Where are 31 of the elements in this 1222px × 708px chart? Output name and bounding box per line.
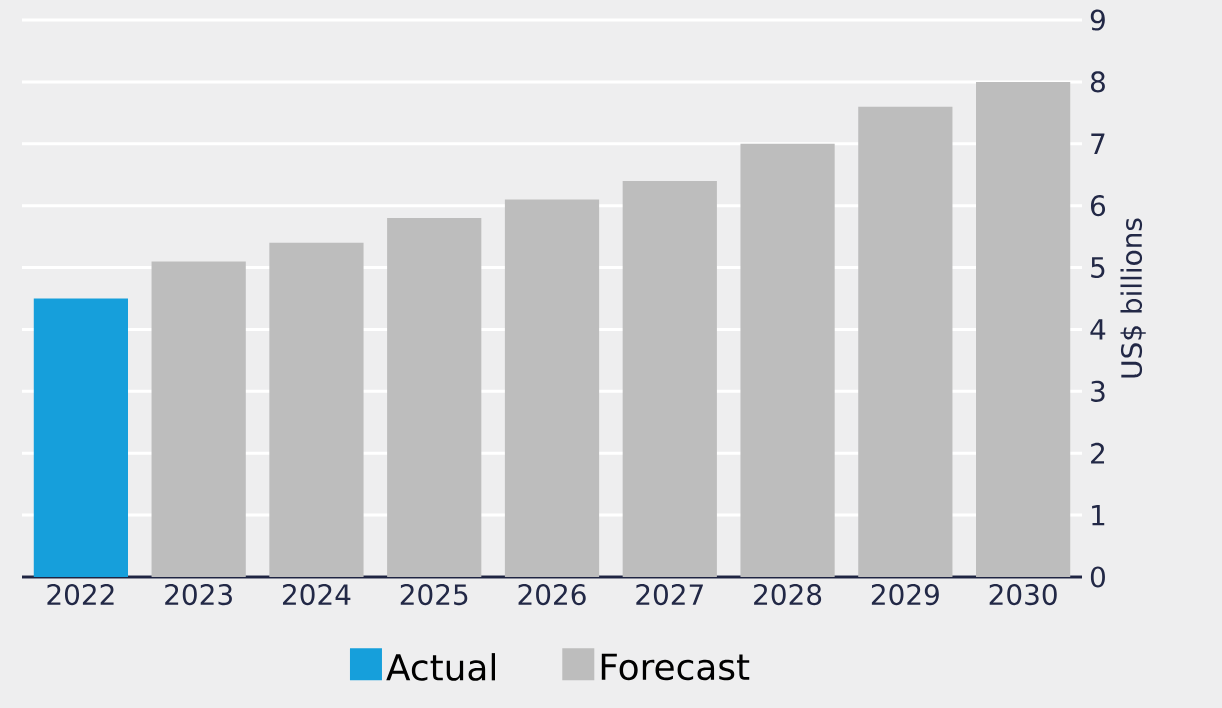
x-tick-label: 2026 <box>518 584 586 606</box>
x-tick-label: 2029 <box>871 584 939 606</box>
y-axis-title: US$ billions <box>1120 218 1146 378</box>
bar <box>622 180 717 577</box>
x-tick-label: 2030 <box>989 584 1057 606</box>
y-tick-label: 5 <box>1091 257 1105 278</box>
x-tick-label: 2027 <box>636 584 703 606</box>
y-tick-label: 3 <box>1091 380 1105 402</box>
y-tick-label: 9 <box>1090 9 1105 31</box>
y-tick-label: 2 <box>1091 442 1105 464</box>
bar <box>976 81 1071 577</box>
x-tick-label: 2023 <box>165 584 232 606</box>
x-tick-label: 2025 <box>400 584 468 606</box>
y-tick-label: 6 <box>1090 195 1106 217</box>
y-tick-label: 4 <box>1090 319 1106 340</box>
bar <box>33 298 128 577</box>
y-tick-label: 0 <box>1090 566 1105 588</box>
x-tick-label: 2022 <box>47 584 114 606</box>
legend-label: Actual <box>386 653 495 681</box>
bar <box>387 218 482 577</box>
y-tick-label: 1 <box>1092 504 1105 526</box>
bar <box>740 143 835 577</box>
bar <box>504 199 600 577</box>
bar <box>858 106 953 577</box>
bar <box>269 242 364 577</box>
bar <box>151 261 246 577</box>
y-tick-label: 7 <box>1091 133 1105 154</box>
x-tick-label: 2024 <box>282 584 351 606</box>
x-tick-label: 2028 <box>754 584 822 606</box>
legend-label: Forecast <box>601 653 750 681</box>
y-tick-label: 8 <box>1090 71 1105 93</box>
